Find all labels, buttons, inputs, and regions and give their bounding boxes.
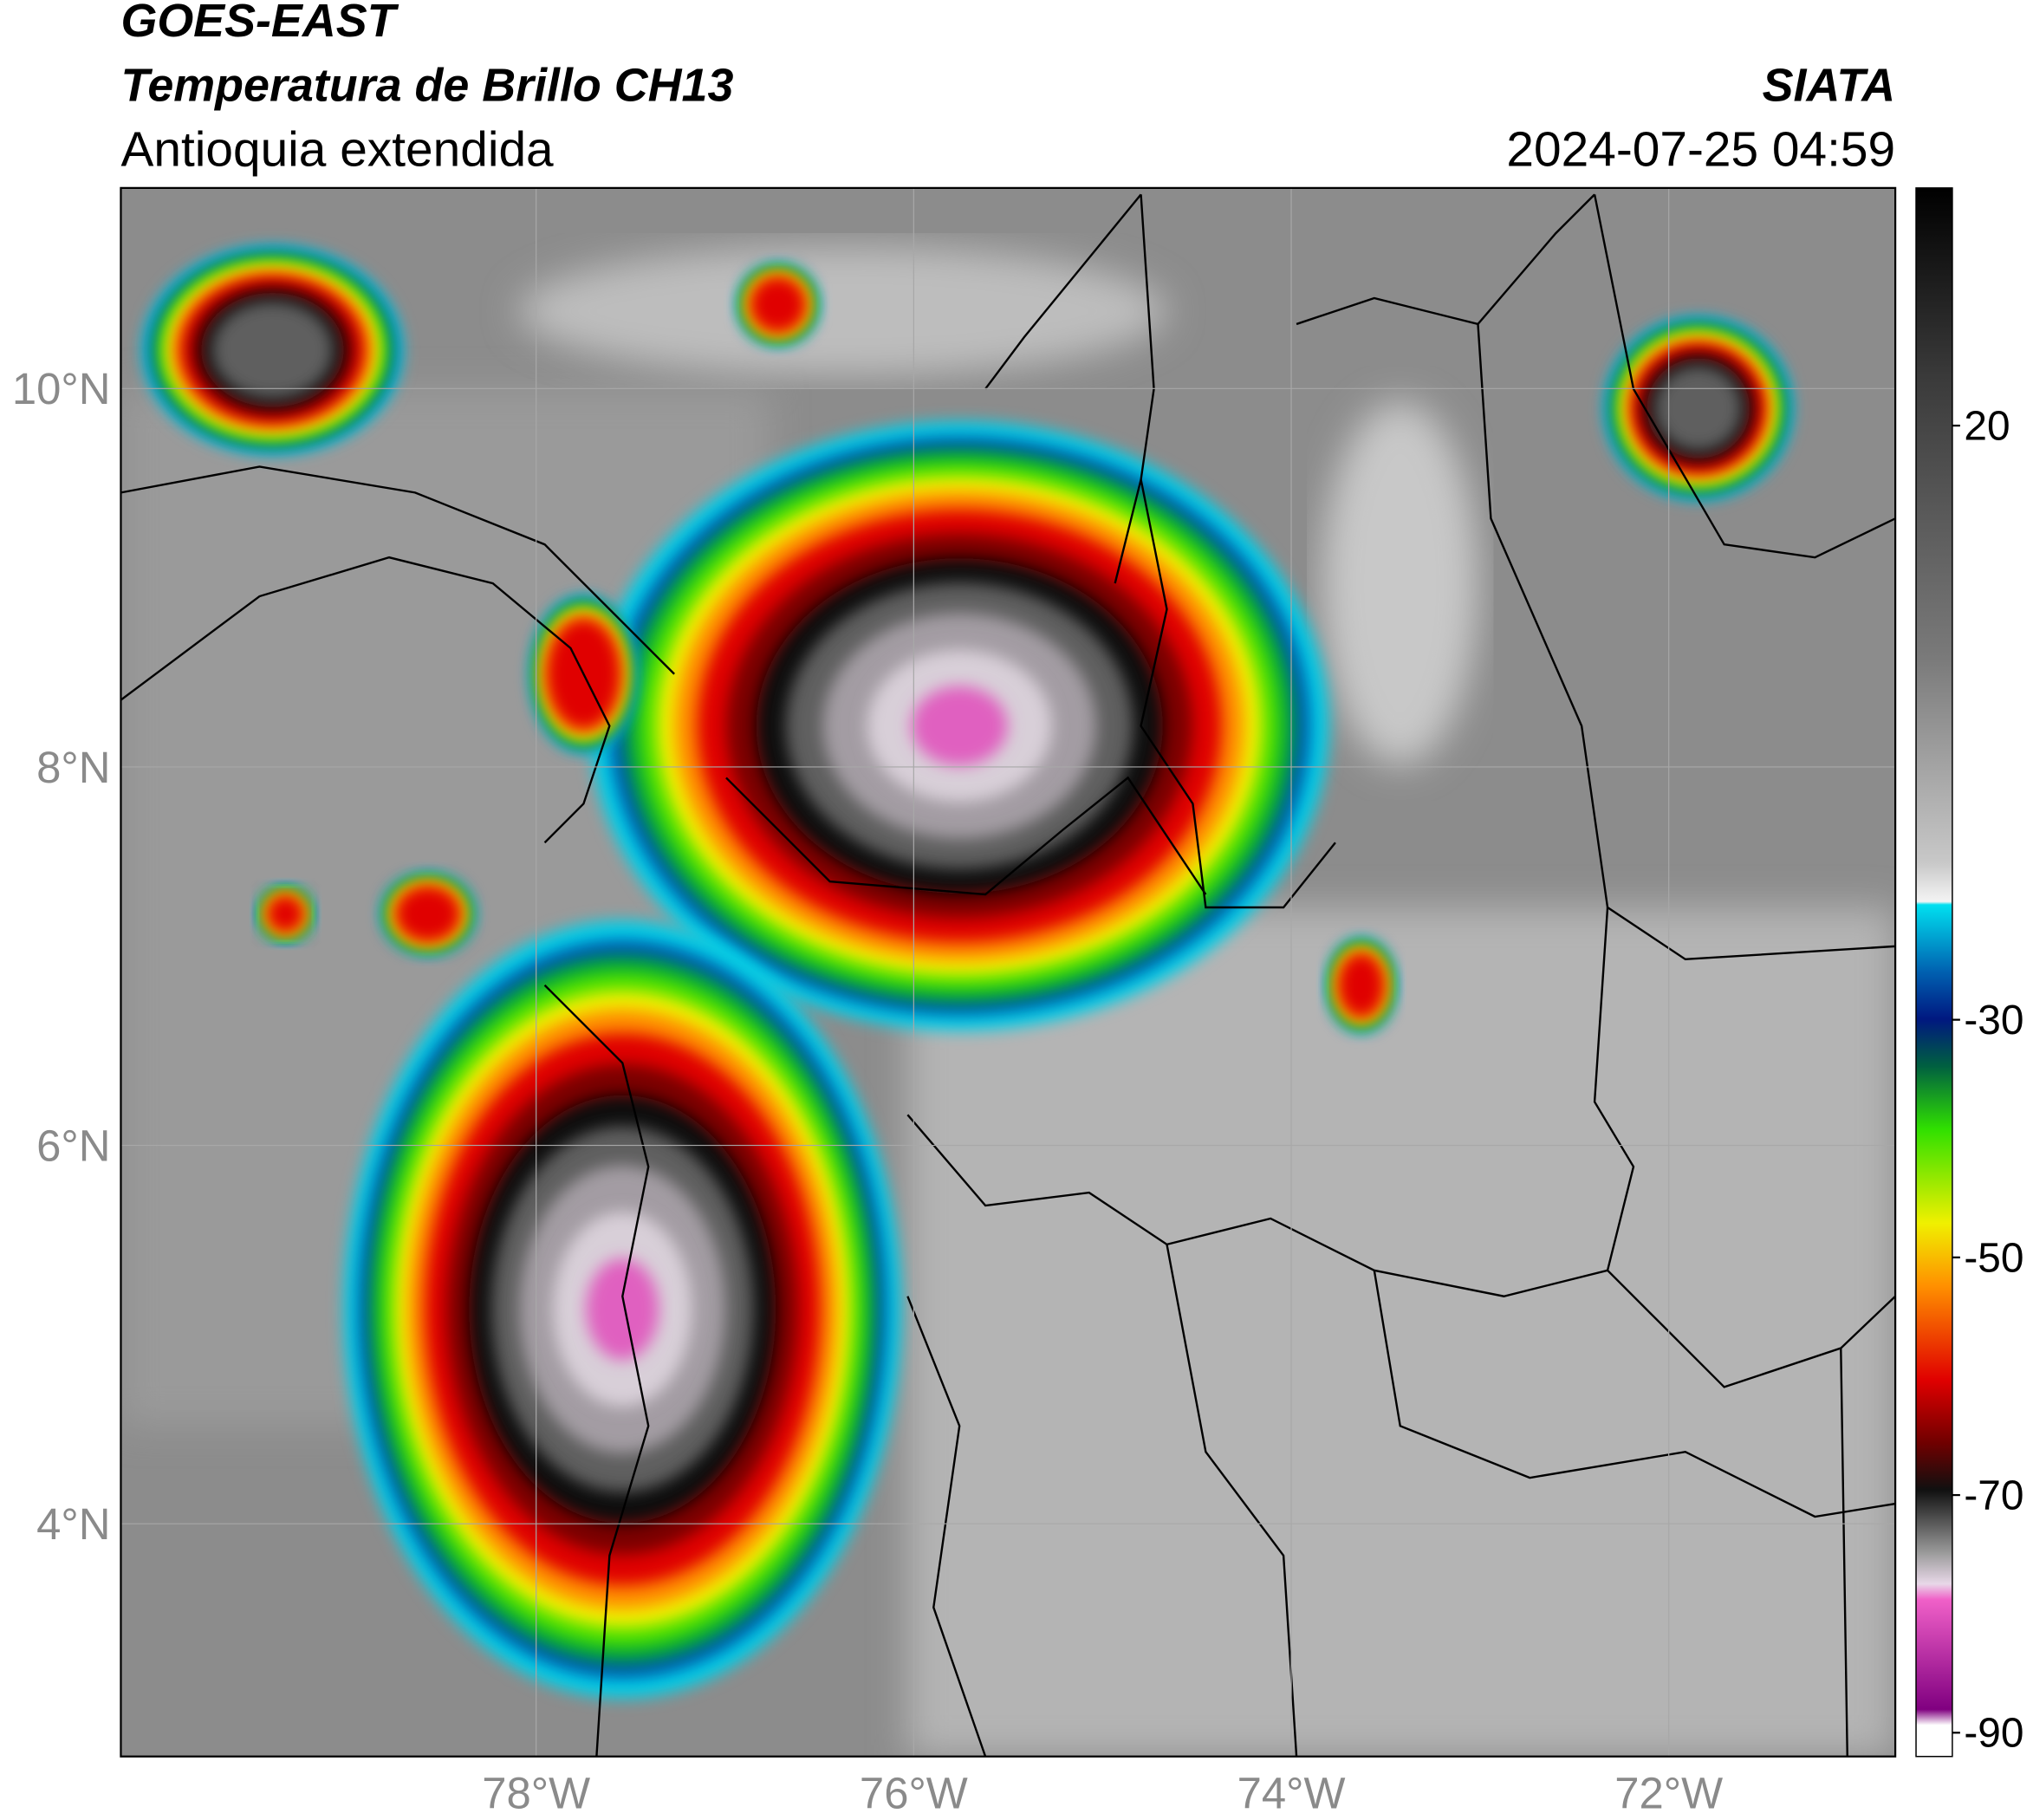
lon-label: 72°W bbox=[1614, 1769, 1723, 1818]
region: Antioquia extendida bbox=[120, 122, 554, 177]
cloud-top bbox=[1338, 952, 1385, 1017]
agency: SIATA bbox=[1763, 60, 1896, 112]
cloud-top bbox=[586, 1258, 659, 1361]
cloud-top bbox=[267, 895, 304, 933]
map-frame bbox=[120, 186, 1897, 1758]
colorbar-label: -50 bbox=[1964, 1235, 2023, 1281]
colorbar-label: -30 bbox=[1964, 998, 2023, 1043]
product: Temperatura de Brillo CH13 bbox=[120, 60, 733, 112]
lon-label: 78°W bbox=[482, 1769, 590, 1818]
colorbar-label: 20 bbox=[1964, 404, 2010, 450]
satellite: GOES-EAST bbox=[120, 0, 399, 47]
cloud-top bbox=[211, 301, 334, 400]
lon-label: 74°W bbox=[1237, 1769, 1346, 1818]
cloud-top bbox=[1654, 365, 1743, 452]
lat-label: 6°N bbox=[36, 1121, 110, 1171]
colorbar-label: -70 bbox=[1964, 1473, 2023, 1519]
colorbar-label: -90 bbox=[1964, 1711, 2023, 1757]
lat-label: 10°N bbox=[12, 364, 111, 413]
colorbar bbox=[1915, 187, 1953, 1758]
lat-label: 4°N bbox=[36, 1499, 110, 1549]
cloud-top bbox=[911, 686, 1008, 766]
satellite-image bbox=[120, 187, 1896, 1757]
cloud-top bbox=[395, 886, 461, 942]
cloud-top bbox=[750, 276, 806, 333]
lon-label: 76°W bbox=[860, 1769, 968, 1818]
lat-label: 8°N bbox=[36, 743, 110, 792]
timestamp: 2024-07-25 04:59 bbox=[1506, 122, 1895, 177]
